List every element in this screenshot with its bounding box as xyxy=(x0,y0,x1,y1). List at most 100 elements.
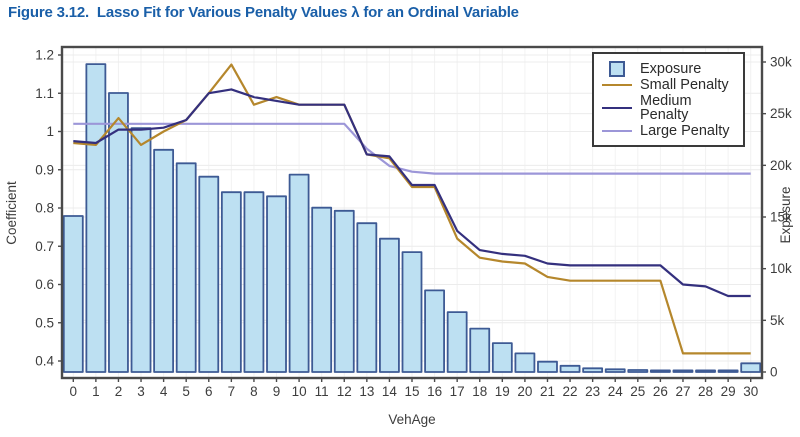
exposure-bar xyxy=(559,364,581,373)
legend-swatch-wrap xyxy=(602,61,632,77)
exposure-bar xyxy=(469,327,491,373)
x-tick-label: 9 xyxy=(273,384,281,399)
exposure-bar xyxy=(740,362,762,373)
right-tick-label: 5k xyxy=(770,313,785,328)
x-tick-label: 15 xyxy=(404,384,419,399)
left-tick-label: 1.1 xyxy=(35,86,54,101)
exposure-bar xyxy=(604,368,626,373)
exposure-bar xyxy=(220,191,242,373)
legend-label-medium-penalty: Medium Penalty xyxy=(640,92,692,123)
large-penalty-line xyxy=(73,122,751,175)
x-tick-label: 4 xyxy=(160,384,168,399)
right-tick-label: 15k xyxy=(770,210,792,225)
right-axis-title: Exposure xyxy=(778,186,793,243)
exposure-bar xyxy=(153,148,175,373)
exposure-bar xyxy=(356,222,378,373)
x-tick-label: 30 xyxy=(743,384,758,399)
legend: Exposure Small Penalty Medium Penalty La… xyxy=(592,52,745,147)
figure-title: Figure 3.12. Lasso Fit for Various Penal… xyxy=(8,4,519,21)
left-tick-label: 1 xyxy=(46,124,54,139)
exposure-bar xyxy=(311,206,333,373)
x-tick-label: 24 xyxy=(608,384,624,399)
legend-swatch-wrap xyxy=(602,107,632,109)
exposure-bar xyxy=(198,175,220,373)
x-tick-label: 3 xyxy=(137,384,145,399)
x-tick-label: 29 xyxy=(721,384,736,399)
exposure-bar xyxy=(582,367,604,373)
x-tick-label: 2 xyxy=(115,384,123,399)
x-tick-label: 1 xyxy=(92,384,100,399)
x-tick-label: 20 xyxy=(517,384,532,399)
left-tick-label: 0.4 xyxy=(35,354,54,369)
x-axis-title: VehAge xyxy=(388,412,435,427)
legend-item-large-penalty: Large Penalty xyxy=(602,122,737,139)
medium-penalty-line xyxy=(73,88,751,298)
exposure-bar xyxy=(649,369,671,373)
x-tick-label: 10 xyxy=(292,384,307,399)
legend-item-medium-penalty: Medium Penalty xyxy=(602,92,737,123)
left-tick-label: 0.7 xyxy=(35,239,54,254)
exposure-bar xyxy=(627,369,649,373)
x-tick-label: 25 xyxy=(630,384,645,399)
exposure-bar xyxy=(85,63,107,373)
exposure-bar xyxy=(266,195,287,373)
large-penalty-swatch xyxy=(602,129,632,132)
exposure-bar xyxy=(695,369,716,373)
exposure-bar xyxy=(62,215,84,373)
exposure-bar xyxy=(379,237,400,373)
right-tick-label: 20k xyxy=(770,158,792,173)
left-tick-label: 1.2 xyxy=(35,48,54,63)
exposure-bar xyxy=(288,173,310,373)
exposure-bar xyxy=(672,369,694,373)
exposure-bar xyxy=(401,251,423,373)
x-tick-label: 12 xyxy=(337,384,352,399)
legend-swatch-wrap xyxy=(602,84,632,87)
legend-swatch-wrap xyxy=(602,129,632,132)
exposure-bar xyxy=(424,289,445,373)
exposure-swatch xyxy=(609,61,625,77)
legend-item-exposure: Exposure xyxy=(602,61,737,77)
left-tick-label: 0.5 xyxy=(35,315,54,330)
x-tick-label: 11 xyxy=(315,384,329,399)
x-tick-label: 23 xyxy=(585,384,600,399)
exposure-bar xyxy=(175,162,197,373)
x-tick-label: 22 xyxy=(563,384,578,399)
x-tick-label: 19 xyxy=(495,384,510,399)
exposure-bar xyxy=(717,369,739,373)
x-tick-label: 0 xyxy=(70,384,78,399)
exposure-bar xyxy=(514,352,536,373)
legend-label-large-penalty: Large Penalty xyxy=(640,122,730,139)
legend-item-small-penalty: Small Penalty xyxy=(602,78,737,93)
legend-label-small-penalty: Small Penalty xyxy=(640,77,729,93)
right-tick-label: 0 xyxy=(770,365,778,380)
exposure-bar xyxy=(108,92,129,373)
left-axis-title: Coefficient xyxy=(4,181,19,245)
exposure-bar xyxy=(491,342,513,373)
x-tick-label: 8 xyxy=(250,384,258,399)
exposure-bar xyxy=(333,209,355,373)
x-tick-label: 21 xyxy=(540,384,555,399)
x-tick-label: 16 xyxy=(427,384,442,399)
x-tick-label: 7 xyxy=(228,384,236,399)
right-tick-label: 30k xyxy=(770,55,792,70)
x-tick-label: 13 xyxy=(359,384,374,399)
x-tick-label: 27 xyxy=(675,384,690,399)
exposure-bar xyxy=(130,127,152,373)
x-tick-label: 5 xyxy=(182,384,190,399)
x-tick-label: 18 xyxy=(472,384,487,399)
exposure-bar xyxy=(243,191,265,373)
medium-penalty-swatch xyxy=(602,107,632,109)
exposure-bar xyxy=(446,311,468,373)
legend-label-exposure: Exposure xyxy=(640,60,702,77)
small-penalty-swatch xyxy=(602,84,632,87)
exposure-bar xyxy=(537,360,558,373)
right-tick-label: 25k xyxy=(770,106,792,121)
x-tick-label: 26 xyxy=(653,384,668,399)
x-tick-label: 28 xyxy=(698,384,713,399)
right-tick-label: 10k xyxy=(770,261,792,276)
x-tick-label: 14 xyxy=(382,384,398,399)
x-tick-label: 17 xyxy=(450,384,465,399)
x-tick-label: 6 xyxy=(205,384,213,399)
left-tick-label: 0.8 xyxy=(35,201,54,216)
